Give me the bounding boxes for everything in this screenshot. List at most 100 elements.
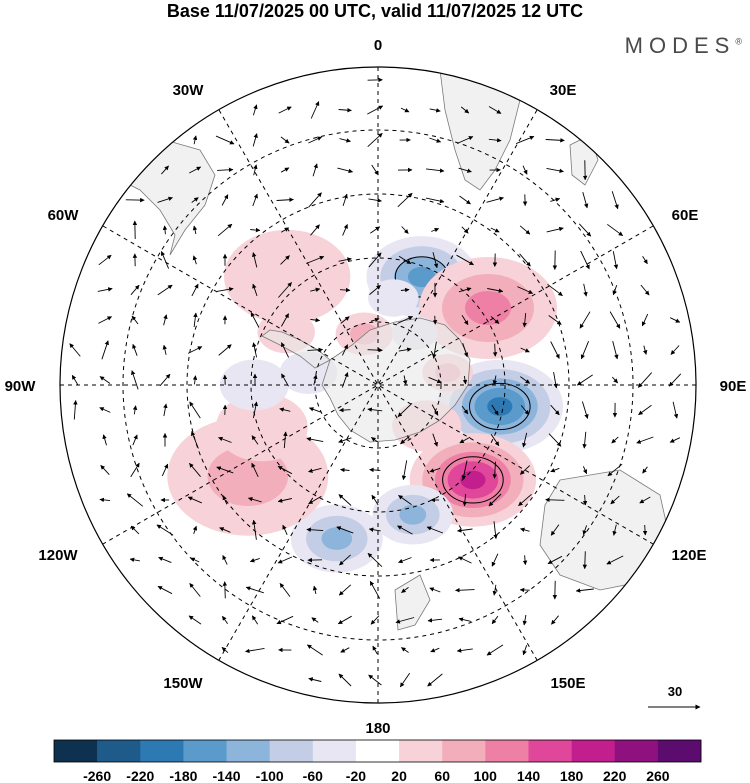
wind-vector (100, 464, 110, 476)
wind-vector (370, 615, 380, 625)
colorbar-swatch (355, 740, 400, 762)
wind-vector (99, 407, 111, 413)
wind-vector (308, 495, 322, 505)
wind-vector (520, 527, 530, 532)
wind-vector (492, 461, 497, 479)
wind-vector (548, 315, 562, 325)
wind-vector (187, 496, 202, 504)
wind-vector (397, 316, 414, 324)
wind-vector (192, 255, 198, 265)
wind-vector (162, 225, 168, 235)
wind-vector (520, 376, 531, 384)
colorbar-swatch (269, 740, 314, 762)
wind-vector (252, 401, 259, 419)
wind-vector (340, 647, 350, 653)
wind-vector (192, 225, 198, 235)
wind-vector (551, 615, 559, 625)
wind-vector (429, 587, 441, 593)
wind-vector (426, 526, 444, 534)
wind-vector (522, 645, 528, 656)
anomaly-contour (368, 279, 419, 317)
wind-vector (550, 341, 560, 359)
wind-vector (216, 466, 234, 474)
wind-vector (163, 403, 168, 417)
wind-vector (488, 138, 502, 143)
wind-vector (161, 463, 169, 477)
wind-vector (519, 225, 531, 235)
wind-vector (368, 527, 381, 532)
wind-vector (249, 557, 260, 563)
wind-vector (307, 347, 324, 353)
wind-vector (456, 648, 473, 653)
label-120e: 120E (671, 547, 706, 564)
wind-vector (515, 135, 535, 145)
wind-vector (522, 614, 528, 626)
wind-vector (132, 343, 138, 356)
wind-vector (400, 287, 410, 293)
wind-vector (370, 317, 380, 323)
wind-vector (280, 167, 290, 173)
latitude-circle-60s (186, 193, 570, 577)
wind-vector (642, 255, 648, 265)
wind-vector (310, 224, 320, 236)
wind-vector (252, 104, 258, 116)
wind-vector (431, 404, 439, 416)
wind-vector (492, 375, 498, 385)
wind-vector (397, 402, 413, 418)
wind-vector (607, 223, 624, 237)
colorbar-swatch (528, 740, 572, 762)
wind-vector (99, 497, 111, 503)
colorbar-swatch (399, 740, 443, 762)
wind-vector (432, 252, 439, 269)
colorbar-swatch (54, 740, 98, 762)
wind-vector (493, 521, 498, 540)
wind-vector (457, 528, 473, 533)
wind-vector (430, 647, 440, 653)
wind-vector (306, 527, 324, 532)
wind-vector (491, 553, 499, 567)
wind-vector (245, 647, 265, 654)
wind-vector (162, 344, 167, 355)
wind-vector (306, 255, 325, 264)
colorbar-tick-label: -260 (83, 768, 111, 783)
wind-vector (575, 588, 594, 593)
wind-vector (129, 557, 140, 563)
wind-vector (250, 227, 261, 233)
wind-vector (217, 223, 233, 237)
map-disc (60, 67, 696, 703)
wind-vector (280, 342, 290, 358)
wind-vector (311, 617, 319, 623)
wind-vector (460, 106, 470, 114)
wind-vector (336, 526, 354, 534)
wind-vector (612, 524, 617, 536)
wind-vector (491, 404, 499, 416)
wind-vector (458, 556, 472, 564)
meridian-30 (218, 109, 538, 661)
wind-vector (458, 167, 472, 173)
wind-vector (582, 525, 588, 536)
wind-vector (519, 253, 531, 267)
anomaly-contour (224, 229, 351, 324)
wind-vector (488, 493, 502, 507)
wind-vector (157, 284, 173, 296)
wind-vector (550, 467, 560, 473)
colorbar-swatch (312, 740, 357, 762)
wind-vector (462, 343, 469, 358)
wind-vector (338, 437, 352, 444)
wind-vector (488, 106, 502, 114)
wind-vector (252, 283, 258, 297)
wind-vector (281, 313, 289, 327)
wind-vector (312, 163, 318, 177)
wind-vector (522, 555, 528, 566)
wind-vector (277, 498, 292, 503)
wind-vector (247, 497, 262, 503)
wind-vector (610, 495, 620, 505)
wind-vector (670, 345, 680, 355)
wind-vector (282, 524, 288, 535)
latitude-circle-70s (250, 257, 506, 513)
wind-vector (251, 519, 257, 540)
wind-vector (158, 556, 172, 564)
wind-vector (611, 436, 619, 444)
wind-vector (250, 312, 260, 328)
map-border (59, 66, 697, 704)
